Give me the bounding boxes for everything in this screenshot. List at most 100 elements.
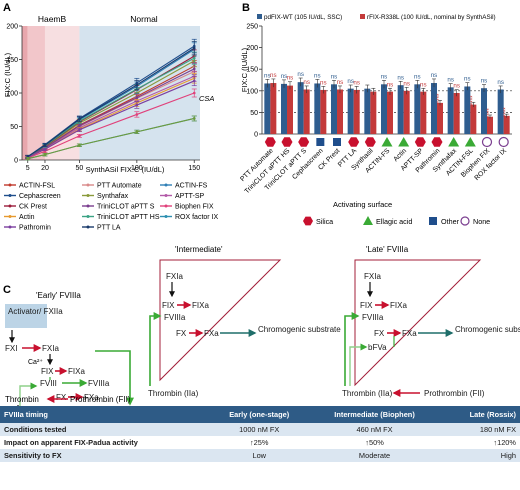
surface-marker-silica xyxy=(298,137,310,147)
table-cell: 1000 nM FX xyxy=(209,423,310,436)
early-fviiia: FVIIIa xyxy=(88,379,110,388)
surface-marker-silica xyxy=(364,137,376,147)
table-row: Impact on apparent FIX-Padua activity ↑2… xyxy=(0,436,520,449)
legend-marker xyxy=(164,204,168,208)
series-point xyxy=(135,113,139,116)
bar xyxy=(503,115,510,134)
significance-label: ns xyxy=(331,73,338,80)
int-fxia: FXIa xyxy=(166,272,183,281)
early-fixa: FIXa xyxy=(68,367,85,376)
table-header: Intermediate (Biophen) xyxy=(309,406,440,423)
int-fixa: FIXa xyxy=(192,301,209,310)
legend-label: Synthafax xyxy=(97,193,129,200)
legend-silica-icon xyxy=(303,216,313,226)
surface-marker-none xyxy=(481,136,493,148)
significance-label: ns xyxy=(481,78,488,85)
surface-marker-ellagic xyxy=(448,137,460,147)
significance-label: ns xyxy=(314,72,321,79)
bar xyxy=(370,91,377,134)
panel-c-diagrams: C 'Early' FVIIIa Activator/ FXIIa FXI FX… xyxy=(3,245,520,406)
series-point xyxy=(78,117,81,121)
legend-marker xyxy=(164,183,168,187)
series-point xyxy=(43,143,47,147)
late-fxia: FXIa xyxy=(364,272,381,281)
late-fviiia: FVIIIa xyxy=(362,313,384,322)
bar xyxy=(437,102,443,134)
significance-label: ns xyxy=(497,79,504,86)
significance-label: **** xyxy=(486,108,493,118)
significance-label: ns xyxy=(303,79,310,86)
legend-marker xyxy=(8,204,12,208)
panel-a-xlabel: SynthASil FIX:C (IU/dL) xyxy=(86,165,165,174)
late-fix: FIX xyxy=(360,301,373,310)
x-tick-label: 150 xyxy=(188,165,200,172)
series-point xyxy=(192,46,196,50)
panel-a-series xyxy=(25,38,197,161)
legend-ellagic-icon xyxy=(363,216,373,225)
legend-marker xyxy=(86,215,90,218)
legend-pd-swatch xyxy=(257,14,262,19)
late-fxa: FXa xyxy=(402,329,417,338)
significance-label: ns xyxy=(281,73,288,80)
int-thrombin: Thrombin (IIa) xyxy=(148,389,199,398)
surface-marker-ellagic xyxy=(398,137,410,147)
legend-label: PTT Automate xyxy=(97,183,142,190)
bar xyxy=(397,85,404,134)
panel-b-letter: B xyxy=(242,2,250,14)
legend-marker xyxy=(8,215,12,218)
panel-c-letter: C xyxy=(3,284,11,296)
significance-label: ns xyxy=(464,76,471,83)
surface-legend-label: None xyxy=(473,217,490,226)
significance-label: ns xyxy=(264,72,271,79)
late-prothrombin: Prothrombin (FII) xyxy=(424,389,485,398)
region-moderate xyxy=(27,26,45,160)
int-fxa: FXa xyxy=(204,329,219,338)
legend-label: APTT-SP xyxy=(175,193,205,200)
significance-label: ns xyxy=(381,73,388,80)
series-point xyxy=(78,143,81,147)
significance-label: ns xyxy=(431,72,438,79)
legend-label: Actin xyxy=(19,214,35,221)
table-cell: 180 nM FX xyxy=(439,423,520,436)
legend-other-icon xyxy=(429,217,437,225)
int-chromogenic: Chromogenic substrate xyxy=(258,325,341,334)
series-point xyxy=(135,96,139,99)
bar xyxy=(470,104,477,134)
bar xyxy=(403,90,410,134)
table-cell: Sensitivity to FX xyxy=(0,449,210,462)
significance-label: ns xyxy=(387,81,394,88)
panel-b-ylabel: FIX:C (IU/dL) xyxy=(240,47,249,92)
series-point xyxy=(192,117,196,120)
bar xyxy=(431,83,437,134)
early-title: 'Early' FVIIIa xyxy=(36,291,81,300)
significance-label: **** xyxy=(469,95,476,105)
table-cell: Moderate xyxy=(309,449,440,462)
surface-marker-ellagic xyxy=(464,137,476,147)
significance-label: ns xyxy=(270,72,277,79)
early-prothrombin: Prothrombin (FII) xyxy=(70,395,131,404)
table-header: Late (Rossix) xyxy=(439,406,520,423)
fviiia-timing-table: FVIIIa timing Early (one-stage) Intermed… xyxy=(0,406,520,490)
late-fx: FX xyxy=(374,329,385,338)
activator-label: Activator/ FXIIa xyxy=(8,307,63,316)
intermediate-title: 'Intermediate' xyxy=(175,245,223,254)
bar xyxy=(297,82,304,134)
legend-r-swatch xyxy=(360,14,365,19)
y-tick-label: 250 xyxy=(246,24,258,31)
int-fviiia: FVIIIa xyxy=(164,313,186,322)
legend-label: CK Prest xyxy=(19,204,47,211)
late-bfva: bFVa xyxy=(368,343,387,352)
early-diagram: 'Early' FVIIIa Activator/ FXIIa FXI FXIa… xyxy=(5,291,134,406)
region-haemb-label: HaemB xyxy=(38,14,67,24)
early-fxi: FXI xyxy=(5,344,17,353)
early-thrombin: Thrombin xyxy=(5,395,39,404)
legend-pd-label: pdFIX-WT (105 IU/dL, SSC) xyxy=(264,14,342,21)
legend-marker xyxy=(164,194,168,197)
significance-label: ns xyxy=(414,73,421,80)
table-row: Conditions tested 1000 nM FX 460 nM FX 1… xyxy=(0,423,520,436)
surface-marker-silica xyxy=(414,137,426,147)
significance-label: ns xyxy=(337,79,344,86)
panel-a-axes: 0 50 100 150 200 5 20 50 100 150 xyxy=(6,24,200,173)
y-tick-label: 0 xyxy=(14,158,18,165)
legend-marker xyxy=(86,204,90,208)
